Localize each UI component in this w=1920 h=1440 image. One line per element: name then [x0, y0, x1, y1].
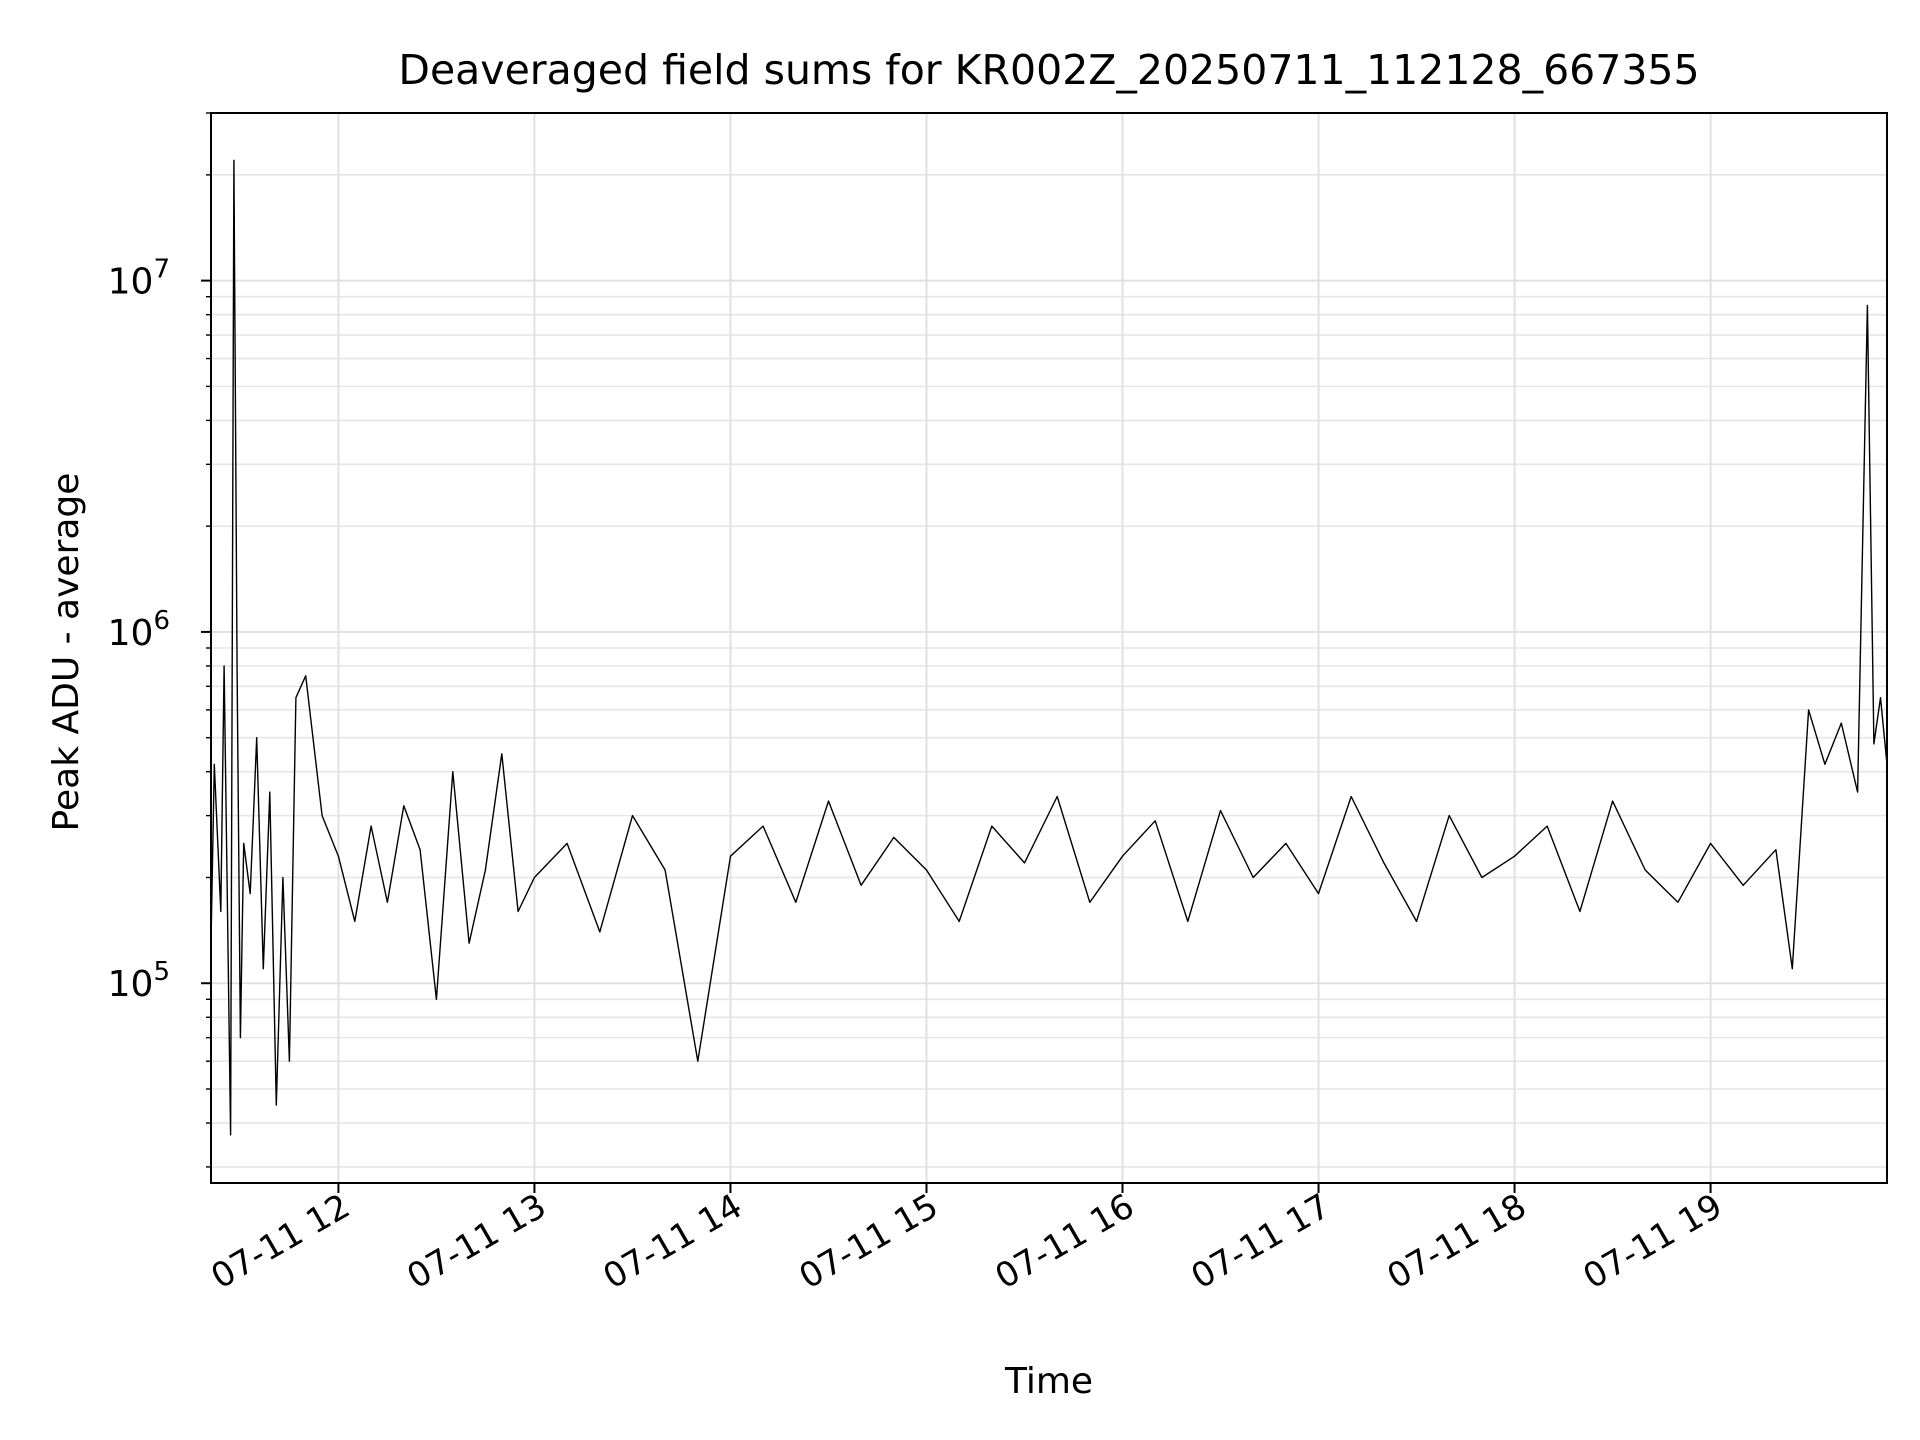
major-grid: [211, 113, 1887, 1183]
y-tick-label: 107: [108, 255, 170, 303]
y-tick-label: 105: [108, 957, 170, 1005]
series-line: [210, 159, 1888, 1136]
minor-grid: [211, 112, 1887, 1168]
chart-title: Deaveraged field sums for KR002Z_2025071…: [398, 46, 1699, 94]
series-group: [210, 159, 1888, 1136]
axis-ticks: [201, 112, 1712, 1193]
x-axis-label: Time: [1004, 1361, 1093, 1402]
y-axis-label: Peak ADU - average: [46, 473, 87, 832]
